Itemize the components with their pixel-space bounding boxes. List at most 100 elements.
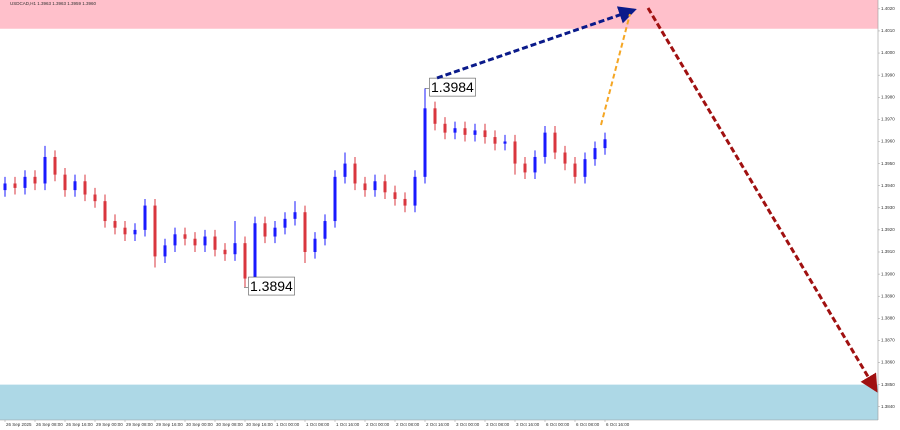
candle-body (303, 212, 307, 252)
zone (0, 0, 878, 29)
x-tick-label: 6 Oct 16:00 (606, 422, 630, 427)
candle-body (473, 130, 477, 135)
x-tick-label: 6 Oct 08:00 (576, 422, 600, 427)
candle-body (163, 245, 167, 257)
candle-body (23, 176, 27, 188)
candle-body (93, 194, 97, 202)
candle-body (423, 108, 427, 177)
candle-body (103, 201, 107, 222)
axes: 1.3840 1.3850 1.3860 1.3870 1.3880 1.3890 1.39… (4, 6, 895, 427)
x-tick-label: 3 Oct 08:00 (486, 422, 510, 427)
forecast-arrow (646, 7, 878, 393)
candle-body (3, 183, 7, 191)
x-tick-label: 1 Oct 16:00 (336, 422, 360, 427)
candle-body (13, 183, 17, 188)
candle-body (153, 205, 157, 257)
price-annotation: 1.3894 (250, 278, 293, 294)
x-tick-label: 1 Oct 00:00 (276, 422, 300, 427)
x-tick-label: 30 Sep 00:00 (186, 422, 213, 427)
candle-body (463, 128, 467, 135)
candle-body (173, 234, 177, 246)
y-tick-label: 1.3900 (881, 271, 895, 276)
candle-body (243, 243, 247, 279)
candle-body (513, 141, 517, 164)
candle-body (143, 205, 147, 230)
candle-body (323, 221, 327, 239)
y-tick-label: 1.3960 (881, 139, 895, 144)
candle-body (493, 137, 497, 144)
y-tick-label: 1.4020 (881, 6, 895, 11)
x-tick-label: 3 Oct 00:00 (456, 422, 480, 427)
candle-body (63, 174, 67, 191)
y-tick-label: 1.4010 (881, 28, 895, 33)
x-tick-label: 2 Oct 16:00 (426, 422, 450, 427)
x-tick-label: 2 Oct 08:00 (396, 422, 420, 427)
candle-body (253, 223, 257, 279)
candle-body (523, 163, 527, 173)
candle-body (213, 236, 217, 250)
y-tick-label: 1.3890 (881, 293, 895, 298)
candle-body (353, 163, 357, 184)
annotation-box (429, 77, 476, 97)
y-tick-label: 1.4000 (881, 50, 895, 55)
candle-body (283, 218, 287, 228)
candle-body (583, 159, 587, 177)
chart-title: USDCAD,H1 1.3963 1.3963 1.3959 1.3960 (10, 1, 97, 6)
y-tick-label: 1.3980 (881, 94, 895, 99)
x-tick-label: 26 Sep 2025 (6, 422, 32, 427)
candle-body (133, 229, 137, 235)
candle-body (413, 176, 417, 206)
candle-body (263, 223, 267, 237)
candle-body (53, 156, 57, 175)
y-tick-label: 1.3870 (881, 338, 895, 343)
candle-body (223, 249, 227, 255)
candle-body (313, 238, 317, 252)
price-annotation: 1.3984 (431, 79, 474, 95)
candle-body (233, 243, 237, 255)
zone (0, 384, 878, 420)
candle-body (443, 123, 447, 133)
x-tick-label: 6 Oct 00:00 (546, 422, 570, 427)
plot: 1.3984 1.3894 (3, 77, 607, 296)
x-tick-label: 29 Sep 16:00 (156, 422, 183, 427)
candle-body (593, 148, 597, 160)
zones (0, 0, 878, 420)
candle-body (453, 128, 457, 133)
candle-body (553, 132, 557, 153)
candle-body (363, 183, 367, 191)
y-tick-label: 1.3940 (881, 183, 895, 188)
forecast-arrow (436, 6, 637, 80)
candle-body (403, 198, 407, 206)
x-tick-label: 29 Sep 00:00 (96, 422, 123, 427)
y-tick-label: 1.3860 (881, 360, 895, 365)
x-tick-label: 2 Oct 00:00 (366, 422, 390, 427)
forecast-line (600, 13, 631, 126)
y-tick-label: 1.3990 (881, 72, 895, 77)
x-tick-label: 26 Sep 08:00 (36, 422, 63, 427)
candle-body (43, 156, 47, 184)
y-tick-label: 1.3880 (881, 316, 895, 321)
candle-body (83, 181, 87, 195)
candle-body (293, 212, 297, 219)
candle-body (603, 139, 607, 149)
candle-body (533, 156, 537, 173)
candle-body (483, 130, 487, 138)
y-tick-label: 1.3910 (881, 249, 895, 254)
x-tick-label: 30 Sep 08:00 (216, 422, 243, 427)
price-axis (878, 0, 900, 430)
candle-body (343, 163, 347, 177)
candle-body (203, 236, 207, 246)
candle-body (33, 176, 37, 184)
candle-body (193, 238, 197, 246)
y-tick-label: 1.3930 (881, 205, 895, 210)
candle-body (123, 227, 127, 235)
candle-body (563, 152, 567, 164)
candle-body (373, 181, 377, 191)
y-tick-label: 1.3950 (881, 161, 895, 166)
candle-body (433, 108, 437, 124)
annotation-box (248, 276, 295, 296)
candle-body (543, 132, 547, 157)
y-tick-label: 1.3840 (881, 404, 895, 409)
